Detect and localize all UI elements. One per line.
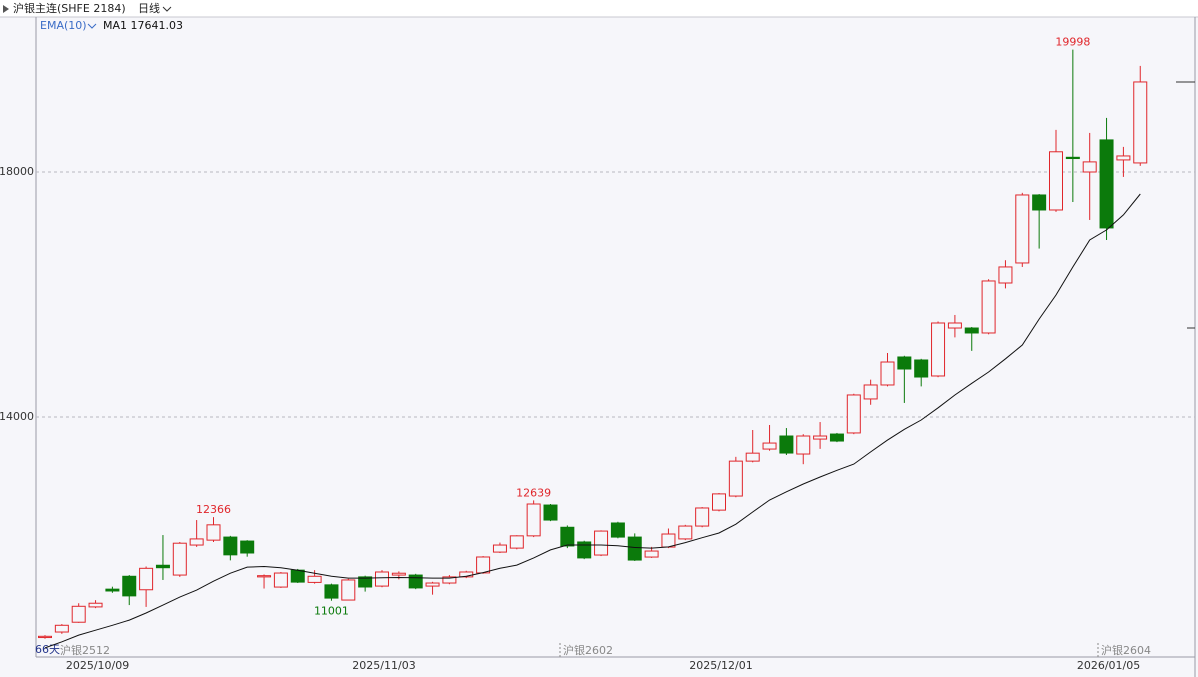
- period-chevron[interactable]: [162, 6, 172, 12]
- candle-body: [1049, 151, 1063, 211]
- candle-body: [408, 574, 423, 589]
- ema-line: [44, 193, 1141, 649]
- contract-label: 沪银2602: [563, 643, 613, 657]
- candle-body: [155, 564, 170, 569]
- indicator-last: 17641.03: [131, 19, 184, 32]
- candle-body: [240, 540, 255, 554]
- candle-body: [391, 572, 406, 576]
- period-selector[interactable]: 日线: [138, 1, 160, 15]
- candle-body: [1032, 194, 1047, 211]
- candle-body: [947, 322, 962, 329]
- candle-body: [324, 584, 339, 599]
- candle-body: [223, 536, 238, 556]
- candle-body: [71, 605, 86, 623]
- high-annotation: 19998: [1055, 36, 1090, 49]
- candle-body: [341, 579, 356, 601]
- candle-body: [1116, 155, 1131, 161]
- candle-body: [105, 588, 120, 592]
- candle-body: [813, 435, 828, 440]
- header-bar: [0, 0, 1198, 17]
- candle-body: [863, 384, 878, 400]
- x-tick-label: 2025/11/03: [352, 659, 415, 672]
- candle-body: [1065, 156, 1080, 160]
- candle-body: [139, 567, 154, 591]
- candle-body: [678, 525, 693, 540]
- candle-body: [981, 280, 996, 334]
- candle-body: [476, 556, 491, 574]
- candle-body: [594, 530, 609, 556]
- contract-label: 沪银2512: [60, 643, 110, 657]
- candle-body: [1082, 161, 1097, 173]
- candle-body: [627, 536, 642, 561]
- high-annotation: 12366: [196, 503, 231, 516]
- candle-body: [560, 526, 575, 547]
- candle-body: [206, 524, 221, 541]
- chart-title: 沪银主连(SHFE 2184): [13, 1, 126, 15]
- indicator-value: MA1 17641.03: [103, 19, 183, 32]
- candle-body: [880, 361, 895, 386]
- candle-body: [526, 503, 541, 537]
- candle-body: [610, 522, 625, 538]
- x-tick-label: 2026/01/05: [1077, 659, 1140, 672]
- candle-body: [1133, 81, 1148, 164]
- candle-body: [762, 442, 777, 450]
- candle-body: [779, 435, 794, 454]
- low-annotation: 11001: [314, 605, 349, 618]
- y-tick-label: 18000: [0, 165, 34, 178]
- indicator-label: MA1: [103, 19, 127, 32]
- candle-body: [54, 624, 69, 633]
- indicator-name[interactable]: EMA(10): [40, 19, 87, 32]
- candle-body: [931, 322, 946, 377]
- candle-body: [829, 433, 844, 442]
- candle-body: [964, 327, 979, 334]
- candle-body: [577, 541, 592, 559]
- candle-body: [543, 504, 558, 521]
- candle-body: [1015, 194, 1030, 264]
- candle-body: [122, 575, 137, 597]
- candle-body: [644, 550, 659, 558]
- candle-body: [846, 394, 861, 434]
- candle-body: [712, 493, 726, 511]
- candle-body: [796, 435, 811, 455]
- candle-body: [661, 533, 676, 548]
- candle-body: [745, 452, 760, 462]
- candle-body: [358, 576, 373, 588]
- candle-body: [728, 460, 743, 497]
- high-annotation: 12639: [516, 486, 551, 499]
- indicator-chevron[interactable]: [87, 23, 97, 29]
- menu-icon[interactable]: [3, 5, 9, 13]
- candle-body: [38, 635, 52, 639]
- candle-body: [257, 575, 272, 578]
- candle-body: [492, 544, 507, 553]
- candle-body: [375, 571, 389, 587]
- candle-body: [1099, 139, 1114, 229]
- candle-body: [189, 538, 204, 546]
- contract-label: 沪银2604: [1101, 643, 1151, 657]
- candle-body: [442, 576, 457, 584]
- candle-body: [425, 582, 440, 587]
- candle-body: [307, 575, 322, 583]
- y-tick-label: 14000: [0, 410, 34, 423]
- candle-body: [998, 266, 1013, 284]
- x-tick-label: 2025/12/01: [689, 659, 752, 672]
- candle-body: [914, 359, 929, 378]
- candle-body: [273, 572, 288, 588]
- candle-body: [695, 507, 710, 527]
- x-tick-label: 2025/10/09: [66, 659, 129, 672]
- candle-body: [88, 602, 103, 608]
- candle-body: [172, 542, 187, 576]
- candle-body: [897, 356, 912, 370]
- candle-body: [290, 569, 305, 583]
- span-label: 66天: [35, 643, 60, 656]
- candle-body: [509, 535, 524, 549]
